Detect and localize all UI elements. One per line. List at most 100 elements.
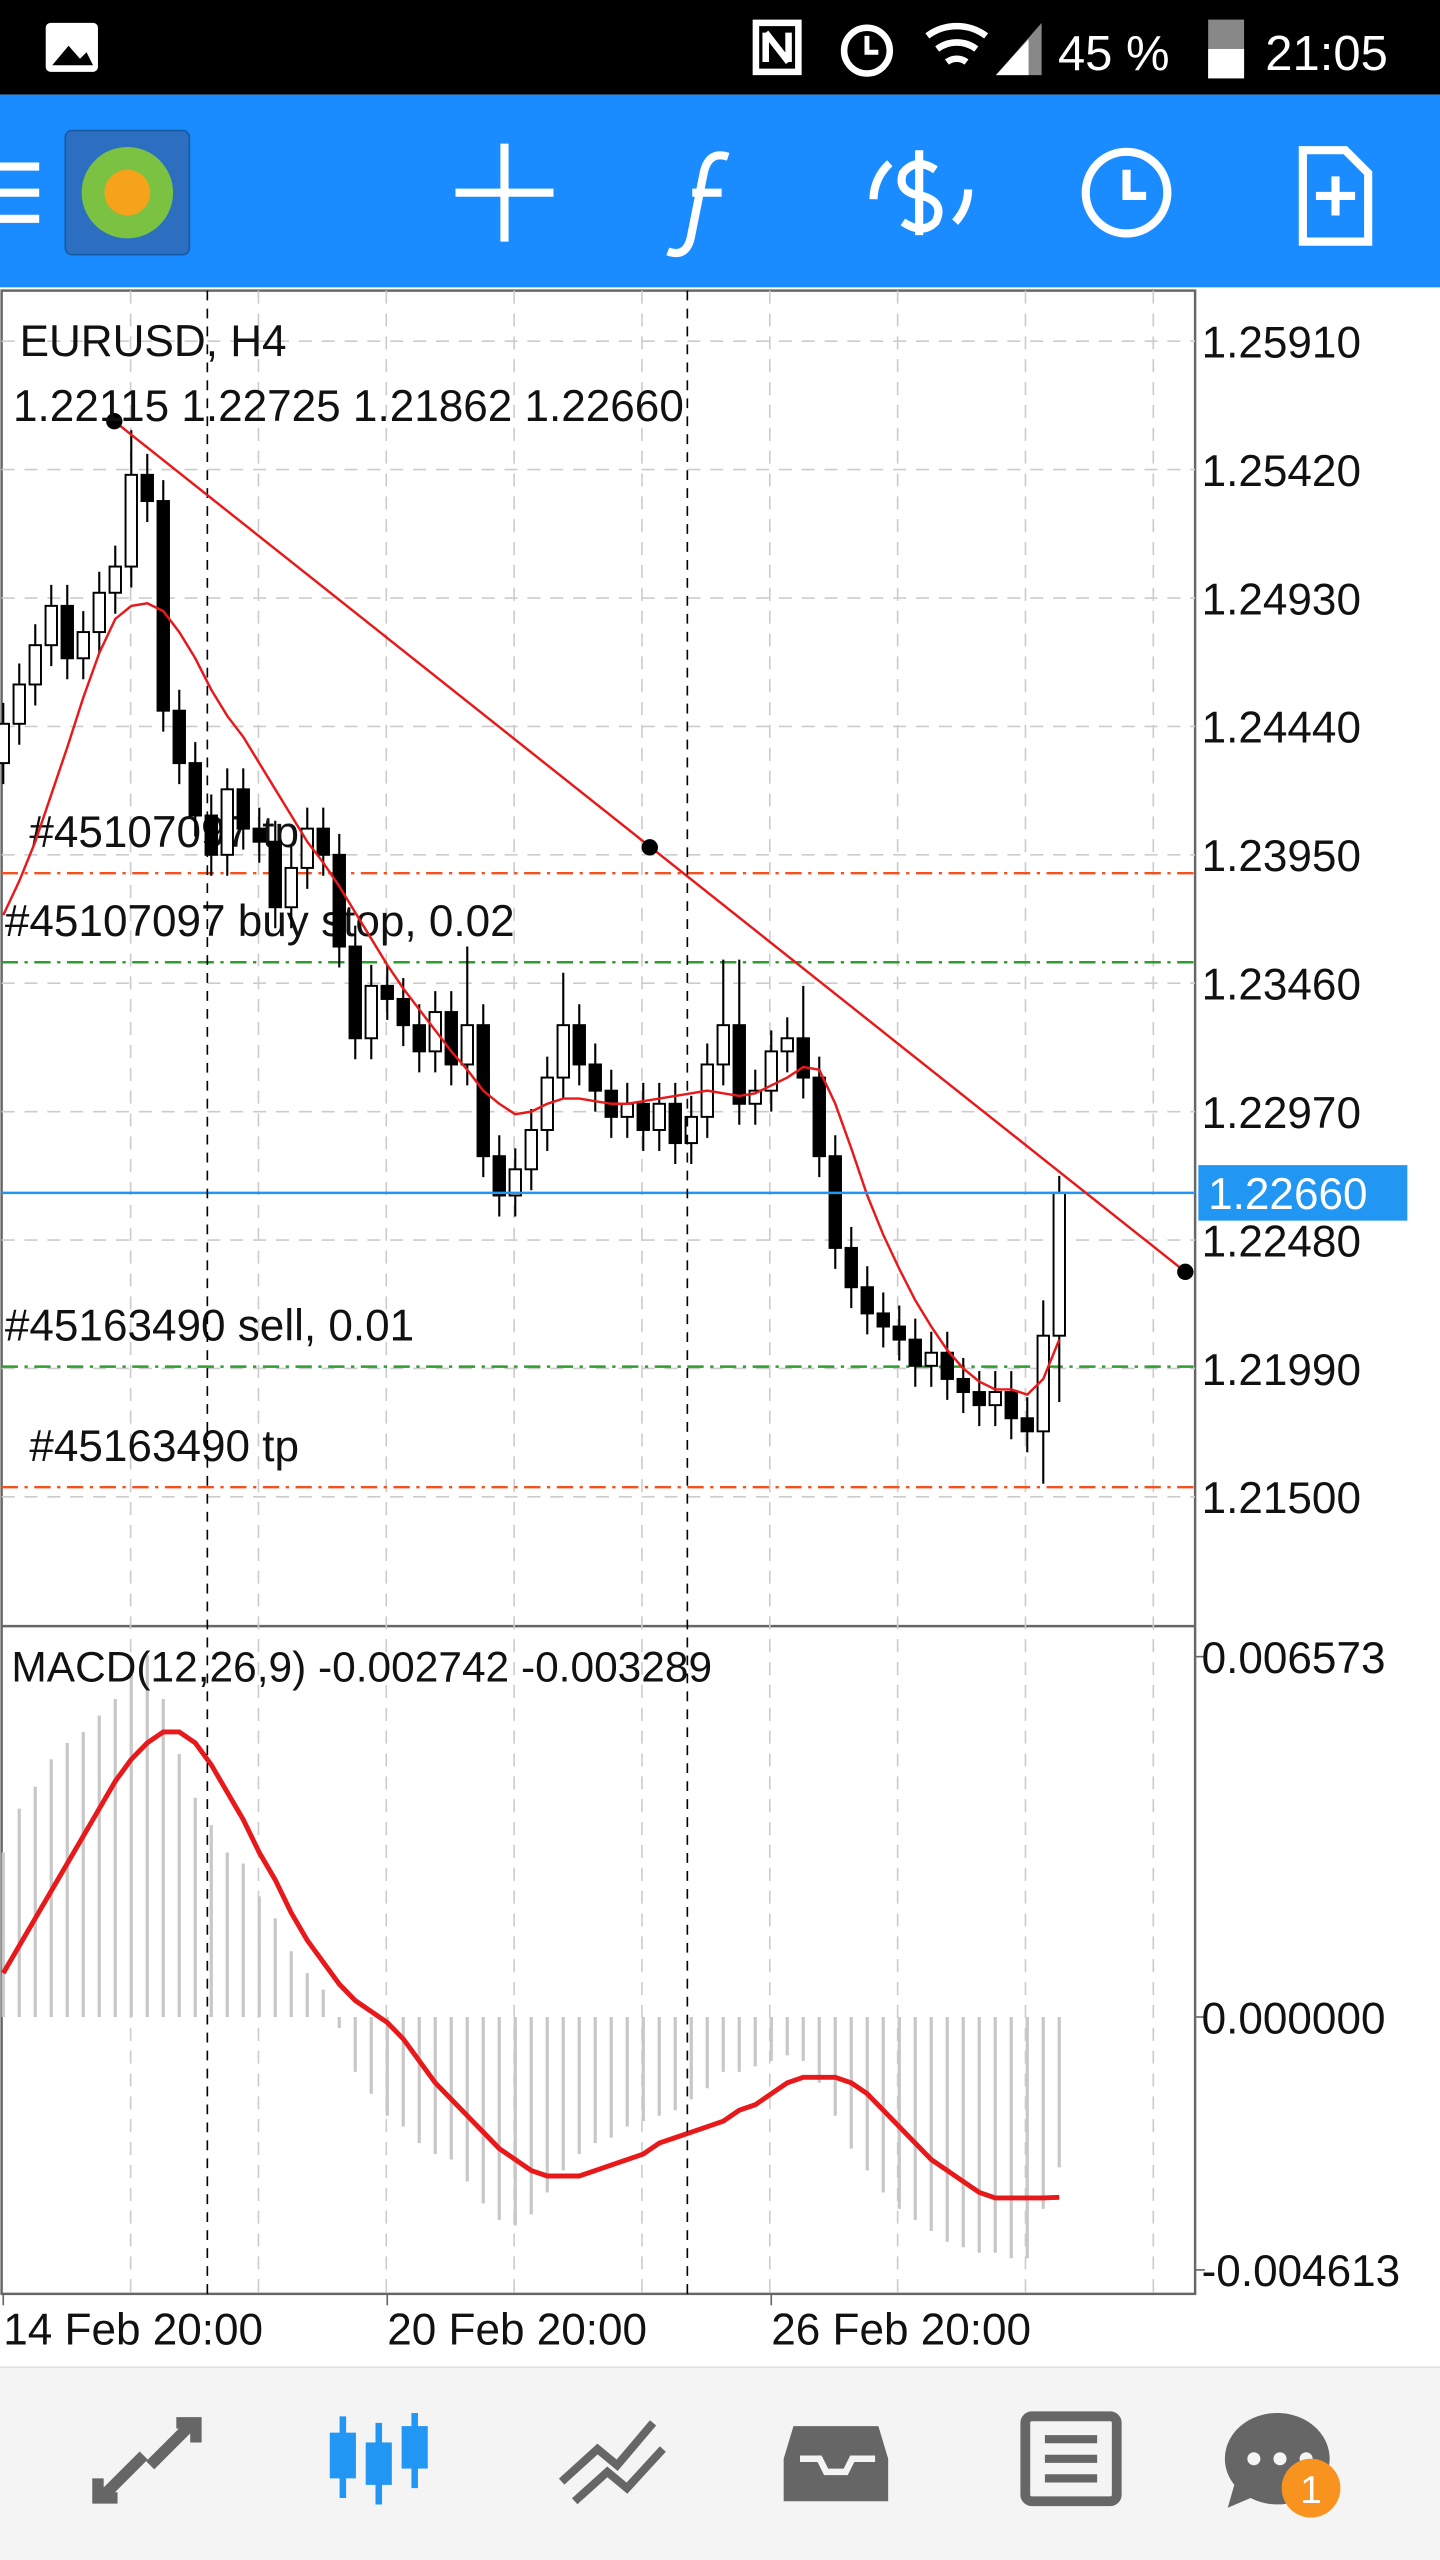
candle-body [252,827,266,843]
candle-body [636,1102,650,1131]
candle-body [1020,1417,1034,1433]
y-tick-label: 1.21990 [1202,1346,1361,1395]
x-tick-label: 20 Feb 20:00 [387,2305,647,2354]
candle-body [508,1168,522,1197]
new-order-button[interactable] [1298,146,1373,246]
signal-level [995,39,1029,76]
candle-body [460,1024,474,1066]
candle-body [524,1129,538,1171]
candle-body [108,565,122,594]
candle-body [44,604,58,647]
news-tab-glyph [1044,2435,1098,2483]
plot: 1.25910 1.25420 1.24930 1.24440 1.23950 1.234… [0,319,1408,2354]
candle-body [76,631,90,660]
trend-line-handle[interactable] [106,413,123,430]
candle-body [236,788,250,830]
candle-body [1052,1191,1066,1337]
order-label: #45163490 tp [29,1422,299,1471]
x-tick-label: 26 Feb 20:00 [771,2305,1031,2354]
clock: 21:05 [1265,27,1388,81]
candle-body [396,997,410,1027]
menu-button[interactable] [0,162,40,223]
y-tick-label: 1.23460 [1202,961,1361,1010]
candle-body [492,1155,506,1197]
candle-body [812,1076,826,1158]
candle-body [444,1011,458,1066]
news-tab[interactable] [1020,2411,1122,2507]
candle-body [220,788,234,856]
last-price-label: 1.22660 [1208,1170,1367,1219]
chat-dot [1273,2452,1287,2466]
candle-body [156,500,170,712]
candle-body [652,1102,666,1131]
candle-body [28,644,42,686]
battery-percent: 45 % [1058,27,1170,81]
candle-body [988,1391,1002,1407]
order-label: #45163490 sell, 0.01 [5,1302,414,1351]
y-tick-label: 0.000000 [1202,1994,1386,2043]
candle-body [844,1246,858,1289]
chat-badge-count: 1 [1300,2469,1322,2512]
y-tick-label: 1.21500 [1202,1474,1361,1523]
history-tab[interactable] [783,2426,889,2502]
candle-body [764,1050,778,1092]
y-tick-label: 0.006573 [1202,1634,1386,1683]
signal-icon [995,22,1042,76]
candle-body [380,984,394,1000]
last-price-box [1198,1165,1408,1221]
chart-frame [0,289,1197,2296]
candle-body [140,473,154,503]
y-tick-label: 1.25420 [1202,447,1361,496]
candle-body [172,709,186,765]
status-bar [0,0,1440,95]
y-tick-label: 1.23950 [1202,832,1361,881]
chat-badge [1281,2458,1341,2518]
candle-body [780,1037,794,1053]
quotes-tab[interactable] [92,2417,202,2504]
y-tick-label: 1.25910 [1202,319,1361,368]
candle-body [940,1351,954,1380]
indicators-button[interactable] [666,151,730,258]
candle-body [364,984,378,1040]
candle-body [92,591,106,634]
candle-body [908,1338,922,1367]
crosshair-button[interactable] [455,143,554,242]
candle-body [556,1024,570,1079]
trend-line-handle[interactable] [1177,1263,1194,1280]
chart-tab-candle [329,2432,356,2479]
chart-tab-candle [365,2442,392,2485]
candle-body [412,1024,426,1053]
gallery-icon-glyph [52,45,94,66]
candle-body [876,1312,890,1328]
nfc-icon [752,19,802,76]
y-tick-label: 1.24440 [1202,704,1361,753]
y-tick-label: 1.22480 [1202,1217,1361,1266]
candle-body [796,1037,810,1079]
y-tick-label: 1.22970 [1202,1089,1361,1138]
chat-dot [1247,2452,1261,2466]
period-button[interactable] [1081,147,1172,238]
candle-body [956,1377,970,1394]
alarm-hands [864,35,879,55]
y-tick-label: -0.004613 [1202,2247,1401,2296]
y-tick-label: 1.24930 [1202,575,1361,624]
candle-body [332,853,346,948]
macd-title: MACD(12,26,9) -0.002742 -0.003289 [11,1644,712,1691]
candle-body [732,1024,746,1105]
candle-body [0,722,10,765]
trend-line-handle[interactable] [641,839,658,856]
macd-signal-line [1,1729,1060,2201]
ohlc-values: 1.22115 1.22725 1.21862 1.22660 [13,382,684,431]
candle-body [204,814,218,856]
chart-tab-candle [401,2426,428,2469]
trade-tab[interactable] [558,2420,666,2505]
candle-body [124,473,138,568]
alarm-icon [840,24,894,77]
trade-button[interactable] [869,150,973,236]
candle-body [716,1024,730,1066]
candle-body [588,1063,602,1092]
candle-body [620,1102,634,1118]
bottom-nav [0,2367,1440,2560]
candle-body [860,1286,874,1315]
